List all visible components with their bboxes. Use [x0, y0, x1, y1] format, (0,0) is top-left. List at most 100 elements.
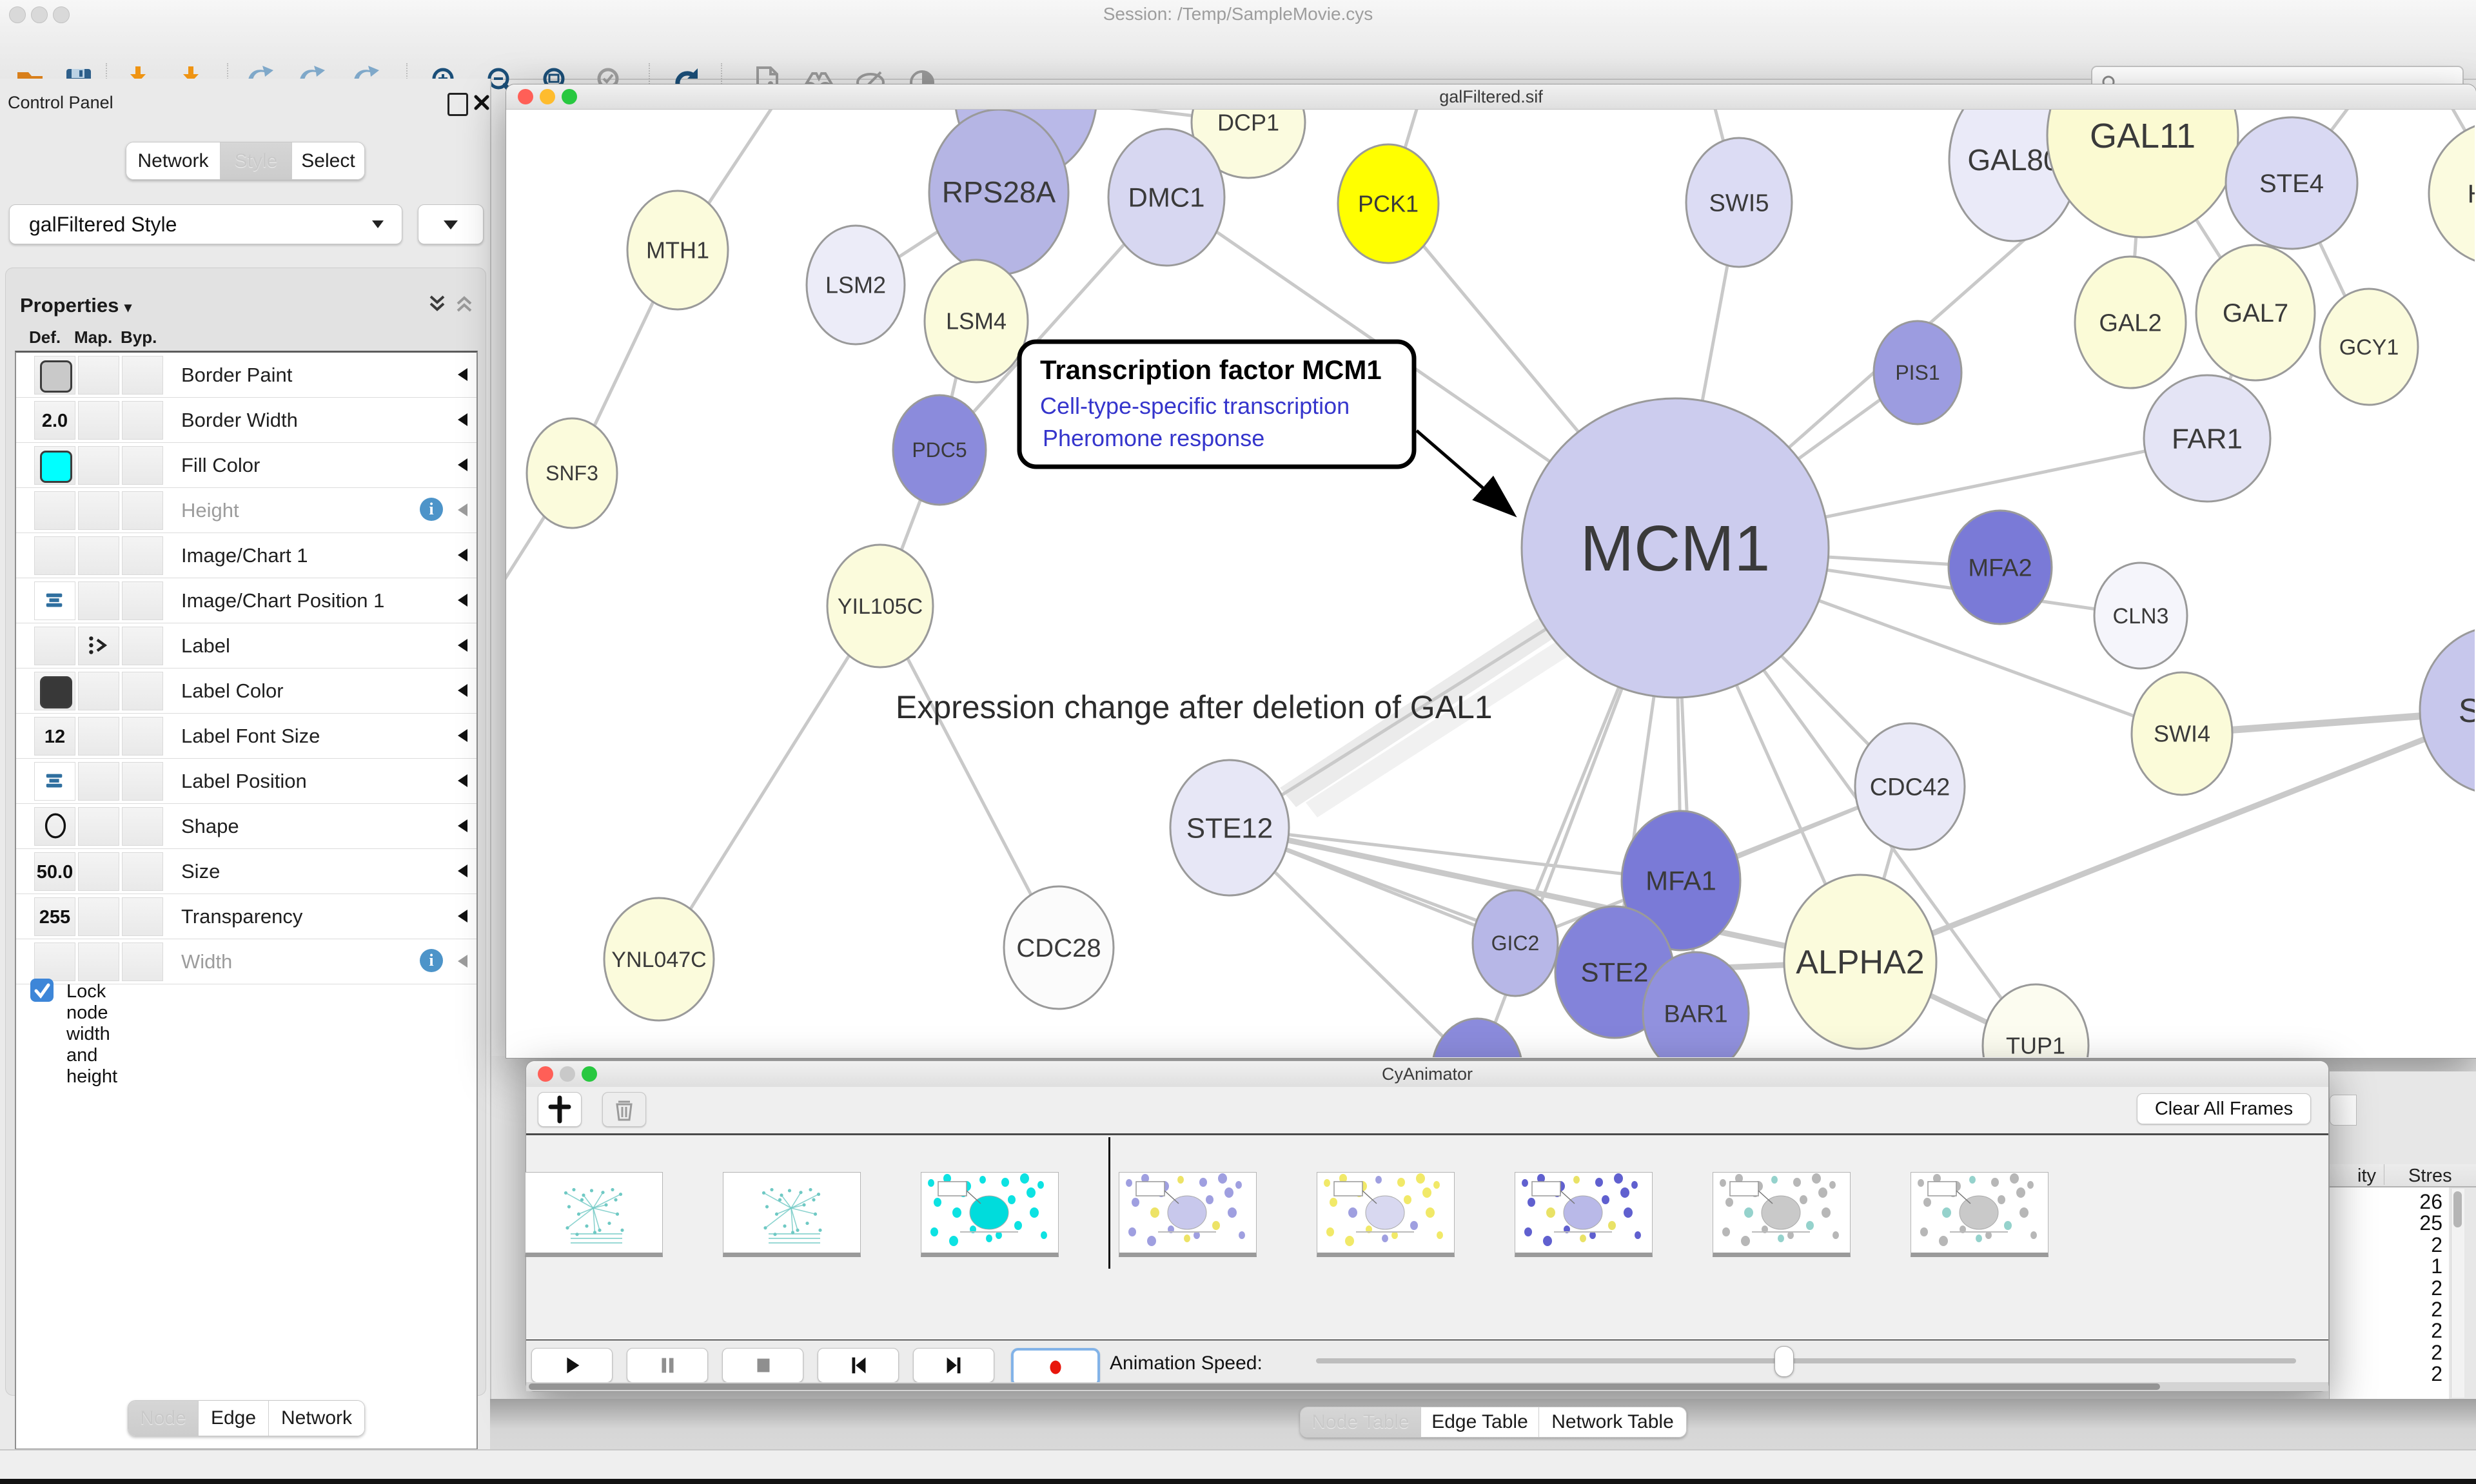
- frame-thumbnail[interactable]: [1119, 1172, 1257, 1257]
- expand-property-icon[interactable]: [458, 819, 467, 832]
- add-frame-button[interactable]: [538, 1092, 582, 1127]
- network-node[interactable]: SWI5: [1685, 137, 1793, 268]
- default-value-cell[interactable]: [34, 581, 75, 620]
- bypass-cell[interactable]: [122, 627, 163, 665]
- network-node[interactable]: GAL2: [2074, 255, 2187, 389]
- bypass-cell[interactable]: [122, 897, 163, 936]
- property-row[interactable]: Label Position: [16, 759, 477, 804]
- table-cell-value[interactable]: 2: [2431, 1276, 2442, 1300]
- frame-thumbnail[interactable]: [525, 1172, 663, 1257]
- bypass-cell[interactable]: [122, 717, 163, 756]
- bypass-cell[interactable]: [122, 852, 163, 891]
- mapping-cell[interactable]: [78, 491, 119, 530]
- table-cell-value[interactable]: 26: [2419, 1190, 2442, 1213]
- network-node[interactable]: STE4: [2225, 116, 2359, 250]
- tab-edge-table[interactable]: Edge Table: [1421, 1407, 1539, 1437]
- info-icon[interactable]: i: [420, 498, 443, 521]
- expand-property-icon[interactable]: [458, 639, 467, 652]
- close-panel-icon[interactable]: [473, 94, 490, 111]
- network-node[interactable]: MTH1: [626, 190, 729, 311]
- network-node[interactable]: GAL7: [2195, 244, 2316, 382]
- default-value-cell[interactable]: [34, 446, 75, 485]
- default-value-cell[interactable]: [34, 762, 75, 801]
- property-row[interactable]: 50.0 Size: [16, 849, 477, 894]
- property-row[interactable]: 12 Label Font Size: [16, 714, 477, 759]
- go-to-end-button[interactable]: [913, 1348, 994, 1383]
- network-node[interactable]: PCK1: [1337, 143, 1440, 264]
- table-scrollbar[interactable]: [2451, 1189, 2464, 1398]
- frame-thumbnail[interactable]: [1317, 1172, 1455, 1257]
- property-row[interactable]: Height i: [16, 488, 477, 533]
- default-value-cell[interactable]: [34, 356, 75, 395]
- mapping-cell[interactable]: [78, 942, 119, 981]
- zoom-window-icon[interactable]: [53, 6, 70, 23]
- mapping-cell[interactable]: [78, 446, 119, 485]
- bypass-cell[interactable]: [122, 491, 163, 530]
- expand-property-icon[interactable]: [458, 458, 467, 471]
- animation-speed-slider[interactable]: [1316, 1358, 2296, 1363]
- column-header-centrality[interactable]: ity: [2357, 1166, 2376, 1186]
- table-cell-value[interactable]: 2: [2431, 1319, 2442, 1343]
- property-row[interactable]: 2.0 Border Width: [16, 398, 477, 443]
- network-node[interactable]: GCY1: [2319, 288, 2419, 406]
- network-node[interactable]: GAL11: [2046, 110, 2239, 239]
- lock-checkbox[interactable]: [30, 979, 54, 1002]
- minimize-window-icon[interactable]: [31, 6, 48, 23]
- play-button[interactable]: [531, 1348, 613, 1383]
- style-options-button[interactable]: [418, 204, 484, 244]
- tab-network-table[interactable]: Network Table: [1539, 1407, 1686, 1437]
- tab-edge[interactable]: Edge: [199, 1401, 269, 1436]
- network-node[interactable]: PDC5: [892, 394, 987, 506]
- network-node[interactable]: DMC1: [1107, 128, 1226, 267]
- property-row[interactable]: Image/Chart Position 1: [16, 578, 477, 623]
- scrollbar-thumb[interactable]: [529, 1383, 2160, 1390]
- expand-property-icon[interactable]: [458, 864, 467, 877]
- minimize-window-icon[interactable]: [560, 1066, 575, 1082]
- network-node[interactable]: LSM2: [805, 224, 906, 346]
- expand-property-icon[interactable]: [458, 413, 467, 426]
- default-value-cell[interactable]: 12: [34, 717, 75, 756]
- info-icon[interactable]: i: [420, 949, 443, 972]
- record-button[interactable]: [1011, 1348, 1100, 1387]
- mapping-cell[interactable]: [78, 852, 119, 891]
- float-panel-icon[interactable]: [447, 93, 468, 116]
- table-cell-value[interactable]: 2: [2431, 1233, 2442, 1256]
- close-window-icon[interactable]: [538, 1066, 553, 1082]
- bypass-cell[interactable]: [122, 536, 163, 575]
- go-to-start-button[interactable]: [818, 1348, 899, 1383]
- property-row[interactable]: Label: [16, 623, 477, 669]
- default-value-cell[interactable]: [34, 627, 75, 665]
- network-node[interactable]: GIC2: [1471, 889, 1559, 997]
- default-value-cell[interactable]: 2.0: [34, 401, 75, 440]
- default-value-cell[interactable]: [34, 491, 75, 530]
- expand-property-icon[interactable]: [458, 594, 467, 607]
- default-value-cell[interactable]: 255: [34, 897, 75, 936]
- expand-property-icon[interactable]: [458, 549, 467, 561]
- network-node[interactable]: LSM4: [923, 259, 1029, 384]
- network-node[interactable]: SWI4: [2130, 671, 2234, 796]
- properties-header[interactable]: Properties ▾: [20, 294, 132, 317]
- tab-style[interactable]: Style: [221, 142, 292, 179]
- network-node[interactable]: SLT2: [2419, 627, 2475, 794]
- network-node[interactable]: MCM1: [1520, 397, 1830, 699]
- expand-property-icon[interactable]: [458, 368, 467, 381]
- network-node[interactable]: YNL047C: [603, 897, 715, 1022]
- property-row[interactable]: Border Paint: [16, 353, 477, 398]
- frame-thumbnail[interactable]: [1911, 1172, 2049, 1257]
- mapping-cell[interactable]: [78, 536, 119, 575]
- network-node[interactable]: CLN3: [2093, 561, 2188, 670]
- pause-button[interactable]: [627, 1348, 708, 1383]
- mapping-cell[interactable]: [78, 627, 119, 665]
- mapping-cell[interactable]: [78, 401, 119, 440]
- property-row[interactable]: Width i: [16, 939, 477, 984]
- bypass-cell[interactable]: [122, 356, 163, 395]
- tab-node[interactable]: Node: [128, 1401, 199, 1436]
- frame-thumbnail[interactable]: [921, 1172, 1059, 1257]
- network-node[interactable]: MFA2: [1947, 509, 2053, 625]
- column-header-stress[interactable]: Stres: [2408, 1166, 2452, 1186]
- expand-property-icon[interactable]: [458, 774, 467, 787]
- mapping-cell[interactable]: [78, 807, 119, 846]
- table-cell-value[interactable]: 2: [2431, 1340, 2442, 1364]
- network-node[interactable]: PIS1: [1872, 320, 1963, 425]
- mapping-cell[interactable]: [78, 762, 119, 801]
